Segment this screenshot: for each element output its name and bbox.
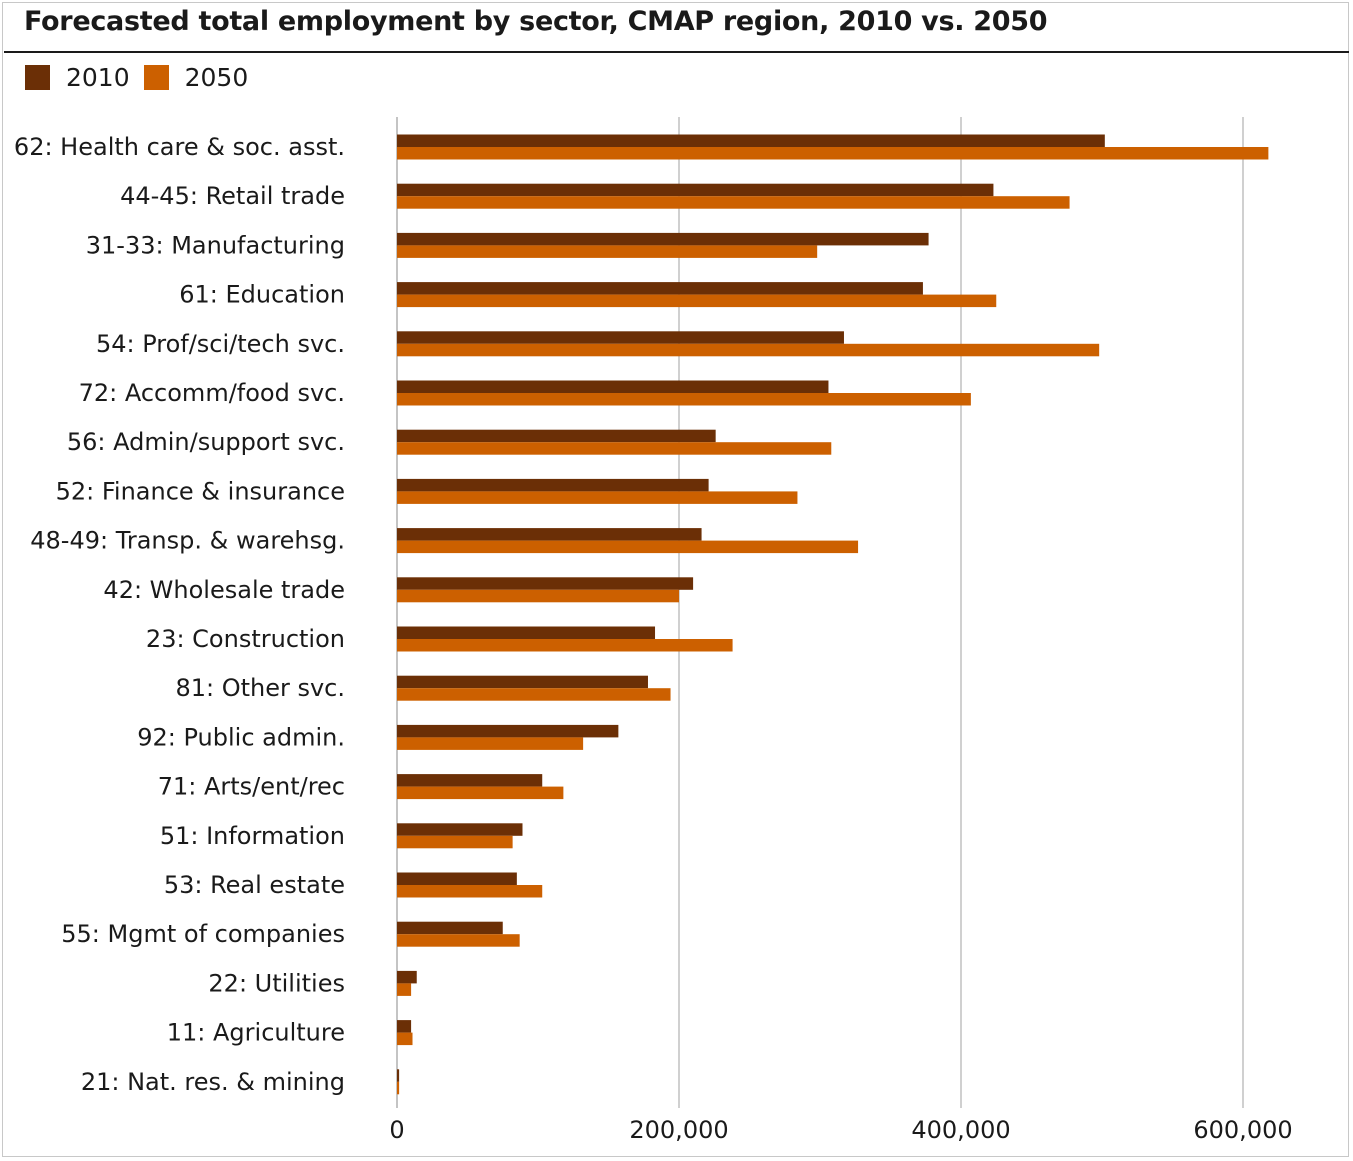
category-label: 48-49: Transp. & warehsg. (30, 527, 345, 555)
category-label: 11: Agriculture (167, 1019, 345, 1047)
category-label: 22: Utilities (208, 969, 345, 997)
bar-2010 (397, 724, 619, 738)
bar-2010 (397, 970, 417, 984)
category-label: 71: Arts/ent/rec (158, 773, 345, 801)
bar-2050 (397, 245, 818, 258)
bar-2050 (397, 885, 543, 898)
bar-2010 (397, 872, 517, 885)
bar-2050 (397, 442, 832, 455)
category-label: 53: Real estate (164, 871, 345, 899)
bar-2010 (397, 577, 694, 590)
bar-2010 (397, 921, 503, 935)
x-tick-label: 600,000 (1193, 1116, 1292, 1144)
bar-2010 (397, 282, 923, 295)
bar-2050 (397, 688, 671, 701)
bar-2010 (397, 774, 543, 787)
bar-2050 (397, 491, 798, 504)
bar-2050 (397, 1032, 413, 1046)
bar-2050 (397, 147, 1269, 160)
legend-label-2050: 2050 (184, 62, 249, 92)
category-label: 21: Nat. res. & mining (81, 1068, 345, 1096)
bar-2050 (397, 589, 679, 603)
category-label: 62: Health care & soc. asst. (14, 133, 345, 161)
bar-2010 (397, 478, 709, 492)
bar-2050 (397, 639, 733, 652)
legend-swatch-2010 (25, 64, 50, 90)
legend-item-2010: 2010 (25, 63, 130, 92)
bar-2050 (397, 835, 513, 849)
bar-2010 (397, 1020, 412, 1033)
bar-2050 (397, 343, 1100, 357)
bar-2050 (397, 196, 1070, 209)
category-label: 44-45: Retail trade (120, 182, 345, 210)
category-label: 56: Admin/support svc. (67, 428, 345, 456)
bar-2010 (397, 675, 648, 689)
legend-label-2010: 2010 (66, 62, 130, 92)
bar-2050 (397, 983, 412, 996)
category-label: 31-33: Manufacturing (86, 231, 345, 259)
legend-item-2050: 2050 (143, 62, 249, 92)
title-divider (4, 51, 1349, 53)
bar-2050 (397, 786, 564, 800)
bar-2050 (397, 934, 520, 947)
x-tick-label: 200,000 (629, 1116, 728, 1144)
legend: 2010 2050 (25, 62, 262, 92)
category-label: 23: Construction (146, 625, 345, 653)
bar-2010 (397, 429, 716, 443)
bar-2010 (397, 232, 929, 246)
bar-2050 (397, 540, 859, 554)
bar-2050 (397, 393, 971, 406)
bar-2050 (397, 1081, 400, 1095)
legend-swatch-2050 (143, 64, 169, 90)
bar-2050 (397, 737, 584, 750)
bar-2010 (397, 134, 1105, 147)
bar-2010 (397, 1069, 400, 1082)
category-label: 81: Other svc. (175, 674, 345, 702)
category-label: 52: Finance & insurance (56, 477, 345, 505)
category-label: 55: Mgmt of companies (61, 920, 345, 948)
category-label: 51: Information (160, 822, 345, 850)
x-tick-label: 400,000 (911, 1116, 1010, 1144)
x-tick-label: 0 (389, 1116, 404, 1144)
bar-2010 (397, 626, 656, 639)
bar-2010 (397, 380, 829, 393)
category-label: 92: Public admin. (137, 723, 345, 751)
category-label: 72: Accomm/food svc. (79, 379, 345, 407)
bar-2010 (397, 183, 994, 197)
bar-2010 (397, 823, 523, 836)
category-label: 54: Prof/sci/tech svc. (96, 330, 345, 358)
category-label: 61: Education (179, 281, 345, 309)
category-label: 42: Wholesale trade (103, 576, 345, 604)
chart-title: Forecasted total employment by sector, C… (24, 6, 1048, 37)
bar-2010 (397, 528, 702, 541)
bar-2050 (397, 294, 997, 308)
bar-2010 (397, 331, 844, 344)
